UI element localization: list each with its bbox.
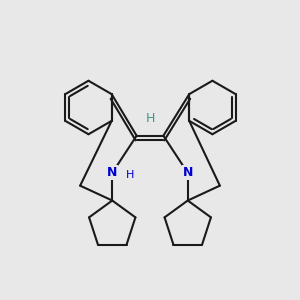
Text: H: H <box>126 170 134 180</box>
Text: H: H <box>145 112 155 125</box>
Text: N: N <box>107 167 117 179</box>
Text: N: N <box>183 167 193 179</box>
